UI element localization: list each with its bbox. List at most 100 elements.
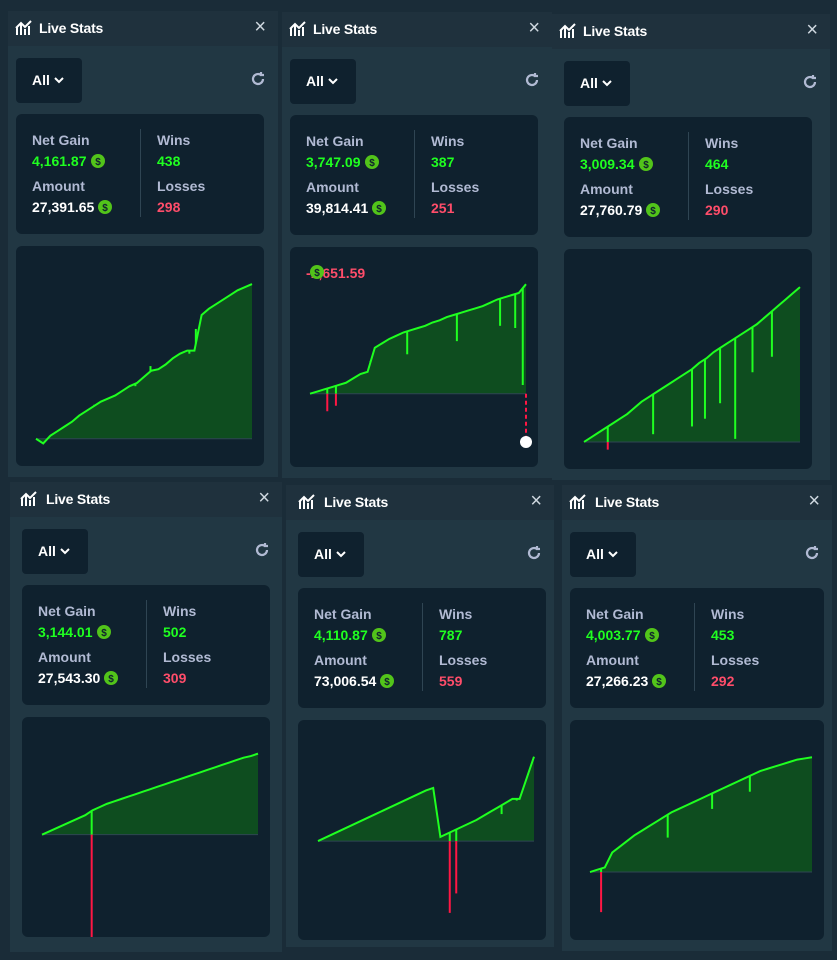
close-icon[interactable]: × bbox=[528, 17, 540, 39]
wins-label: Wins bbox=[705, 135, 739, 151]
wins-label: Wins bbox=[163, 603, 197, 619]
filter-dropdown[interactable]: All bbox=[570, 532, 636, 577]
live-stats-panel: Live Stats × All Net Gain 3,144.01 $ Amou… bbox=[10, 482, 282, 952]
amount-label: Amount bbox=[580, 181, 633, 197]
divider bbox=[694, 603, 695, 691]
wins-label: Wins bbox=[711, 606, 745, 622]
live-stats-panel: Live Stats × All Net Gain 4,003.77 $ Amou… bbox=[562, 485, 832, 951]
chart-svg bbox=[589, 756, 813, 913]
losses-value: 559 bbox=[439, 673, 463, 689]
panel-title: Live Stats bbox=[313, 21, 378, 37]
losses-label: Losses bbox=[711, 652, 760, 668]
filter-label: All bbox=[580, 75, 598, 91]
net-gain-value: 3,009.34 $ bbox=[580, 156, 653, 172]
hover-value: -1,651.59 $ bbox=[306, 265, 366, 281]
refresh-icon[interactable] bbox=[254, 542, 270, 558]
profit-chart[interactable] bbox=[298, 720, 546, 940]
refresh-icon[interactable] bbox=[524, 72, 540, 88]
close-icon[interactable]: × bbox=[808, 490, 820, 512]
coin-icon: $ bbox=[371, 628, 386, 642]
stats-card: Net Gain 3,747.09 $ Amount 39,814.41 $ Win… bbox=[290, 115, 538, 235]
profit-line bbox=[309, 283, 527, 395]
losses-value: 298 bbox=[157, 199, 181, 215]
stats-card: Net Gain 4,110.87 $ Amount 73,006.54 $ Win… bbox=[298, 588, 546, 708]
panel-header: Live Stats × bbox=[562, 485, 832, 520]
chevron-down-icon bbox=[54, 77, 64, 84]
profit-area bbox=[42, 753, 258, 835]
live-stats-panel: Live Stats × All Net Gain 4,110.87 $ Amou… bbox=[286, 485, 554, 947]
losses-label: Losses bbox=[705, 181, 754, 197]
panel-header: Live Stats × bbox=[282, 12, 552, 47]
coin-icon: $ bbox=[646, 203, 661, 217]
amount-label: Amount bbox=[586, 652, 639, 668]
profit-chart[interactable] bbox=[22, 717, 270, 937]
chevron-down-icon bbox=[328, 78, 338, 85]
svg-text:$: $ bbox=[657, 677, 663, 688]
filter-label: All bbox=[586, 546, 604, 562]
net-gain-label: Net Gain bbox=[32, 132, 90, 148]
filter-label: All bbox=[306, 73, 324, 89]
net-gain-label: Net Gain bbox=[580, 135, 638, 151]
refresh-icon[interactable] bbox=[526, 545, 542, 561]
panel-title: Live Stats bbox=[324, 494, 389, 510]
refresh-icon[interactable] bbox=[802, 74, 818, 90]
close-icon[interactable]: × bbox=[806, 19, 818, 41]
profit-chart[interactable]: -1,651.59 $ bbox=[290, 247, 538, 467]
close-icon[interactable]: × bbox=[530, 490, 542, 512]
net-gain-label: Net Gain bbox=[306, 133, 364, 149]
filter-dropdown[interactable]: All bbox=[564, 61, 630, 106]
wins-label: Wins bbox=[431, 133, 465, 149]
chart-svg bbox=[309, 283, 532, 448]
divider bbox=[422, 603, 423, 691]
close-icon[interactable]: × bbox=[258, 487, 270, 509]
filter-dropdown[interactable]: All bbox=[22, 529, 88, 574]
panel-title: Live Stats bbox=[46, 491, 111, 507]
chart-icon bbox=[20, 491, 37, 506]
svg-text:$: $ bbox=[643, 160, 649, 171]
chart-icon bbox=[559, 23, 576, 38]
close-icon[interactable]: × bbox=[254, 16, 266, 38]
filter-dropdown[interactable]: All bbox=[298, 532, 364, 577]
panel-title: Live Stats bbox=[39, 20, 104, 36]
coin-icon: $ bbox=[638, 157, 653, 171]
live-stats-panel: Live Stats × All Net Gain 3,009.34 $ Amou… bbox=[552, 14, 830, 480]
wins-value: 502 bbox=[163, 624, 187, 640]
panel-body: All Net Gain 3,747.09 $ Amount 39,814.41 $… bbox=[282, 47, 552, 478]
filter-dropdown[interactable]: All bbox=[290, 59, 356, 104]
refresh-icon[interactable] bbox=[804, 545, 820, 561]
profit-chart[interactable] bbox=[564, 249, 812, 469]
svg-text:$: $ bbox=[109, 674, 115, 685]
filter-label: All bbox=[32, 72, 50, 88]
coin-icon: $ bbox=[372, 201, 387, 215]
stats-card: Net Gain 4,161.87 $ Amount 27,391.65 $ Win… bbox=[16, 114, 264, 234]
svg-text:$: $ bbox=[103, 203, 109, 214]
net-gain-label: Net Gain bbox=[38, 603, 96, 619]
wins-value: 438 bbox=[157, 153, 181, 169]
filter-dropdown[interactable]: All bbox=[16, 58, 82, 103]
amount-value: 27,266.23 $ bbox=[586, 673, 667, 689]
refresh-icon[interactable] bbox=[250, 71, 266, 87]
amount-value: 39,814.41 $ bbox=[306, 200, 387, 216]
profit-area bbox=[310, 284, 526, 394]
profit-area bbox=[584, 287, 800, 442]
chart-svg bbox=[317, 756, 535, 913]
amount-label: Amount bbox=[314, 652, 367, 668]
profit-area bbox=[590, 757, 812, 873]
panel-body: All Net Gain 4,003.77 $ Amount 27,266.23 $… bbox=[562, 520, 832, 951]
coin-icon: $ bbox=[310, 265, 324, 279]
losses-value: 290 bbox=[705, 202, 729, 218]
coin-icon: $ bbox=[364, 155, 379, 169]
profit-chart[interactable] bbox=[570, 720, 824, 940]
profit-chart[interactable] bbox=[16, 246, 264, 466]
svg-text:$: $ bbox=[649, 631, 655, 642]
chevron-down-icon bbox=[60, 548, 70, 555]
losses-value: 309 bbox=[163, 670, 187, 686]
divider bbox=[140, 129, 141, 217]
panel-header: Live Stats × bbox=[8, 11, 278, 46]
panel-body: All Net Gain 4,110.87 $ Amount 73,006.54 $… bbox=[286, 520, 554, 947]
svg-text:$: $ bbox=[369, 158, 375, 169]
profit-area bbox=[36, 284, 252, 444]
coin-icon: $ bbox=[98, 200, 113, 214]
profit-line bbox=[35, 283, 253, 445]
profit-area bbox=[318, 756, 534, 842]
